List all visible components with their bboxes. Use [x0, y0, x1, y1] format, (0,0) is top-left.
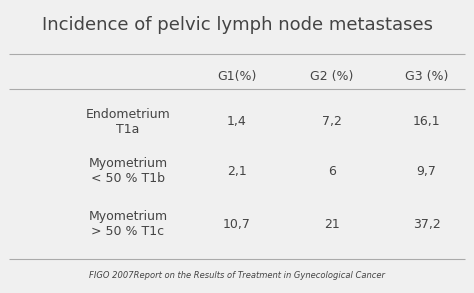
- Text: 2,1: 2,1: [227, 165, 247, 178]
- Text: 16,1: 16,1: [413, 115, 440, 128]
- Text: G2 (%): G2 (%): [310, 70, 354, 83]
- Text: 37,2: 37,2: [413, 218, 440, 231]
- Text: 21: 21: [324, 218, 340, 231]
- Text: 6: 6: [328, 165, 336, 178]
- Text: 7,2: 7,2: [322, 115, 342, 128]
- Text: 1,4: 1,4: [227, 115, 247, 128]
- Text: Endometrium
T1a: Endometrium T1a: [86, 108, 170, 136]
- Text: 9,7: 9,7: [417, 165, 437, 178]
- Text: G1(%): G1(%): [217, 70, 257, 83]
- Text: 10,7: 10,7: [223, 218, 251, 231]
- Text: Myometrium
< 50 % T1b: Myometrium < 50 % T1b: [89, 157, 167, 185]
- Text: G3 (%): G3 (%): [405, 70, 448, 83]
- Text: Myometrium
> 50 % T1c: Myometrium > 50 % T1c: [89, 210, 167, 238]
- Text: Incidence of pelvic lymph node metastases: Incidence of pelvic lymph node metastase…: [42, 16, 432, 34]
- Text: FIGO 2007Report on the Results of Treatment in Gynecological Cancer: FIGO 2007Report on the Results of Treatm…: [89, 271, 385, 280]
